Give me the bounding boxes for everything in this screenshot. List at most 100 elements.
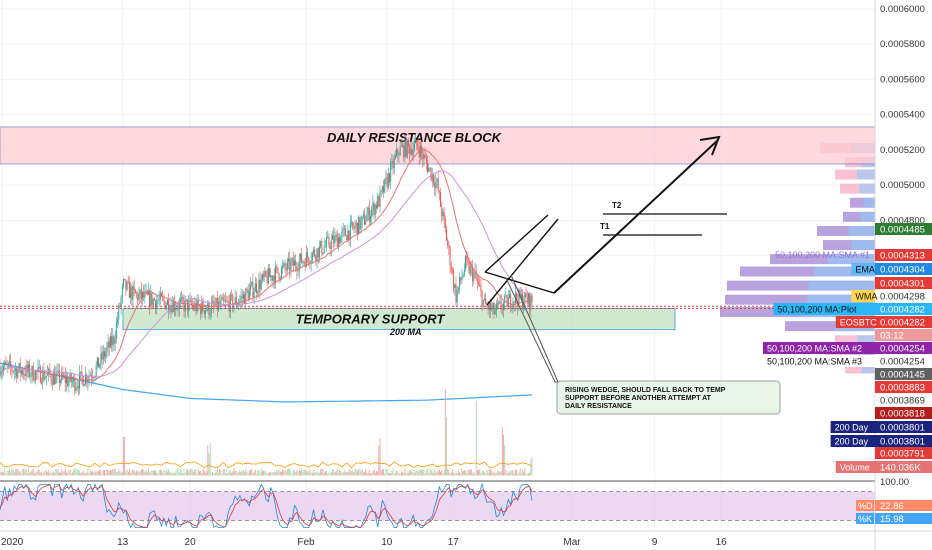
volume-bar [81, 472, 83, 476]
candle-body [404, 140, 406, 158]
volume-bar [267, 473, 269, 476]
volume-bar [50, 470, 52, 476]
volume-bar [119, 470, 121, 476]
volume-bar [54, 473, 56, 476]
candle-body [99, 363, 101, 368]
volume-bar [308, 469, 310, 476]
candle-body [210, 303, 212, 314]
volume-bar [326, 471, 327, 476]
candle-body [277, 267, 279, 274]
volume-bar [465, 470, 466, 476]
volume-bar [354, 468, 356, 476]
volume-bar [19, 471, 21, 476]
annotation-box [556, 380, 781, 415]
volume-bar [523, 471, 525, 476]
volume-bar [88, 472, 90, 476]
candle-body [203, 310, 205, 315]
volume-bar [60, 472, 61, 476]
volume-bar [58, 472, 60, 476]
candle-body [41, 382, 43, 384]
volume-bar [39, 472, 41, 476]
volume-bar [398, 473, 400, 476]
candle-body [43, 370, 45, 380]
volume-bar [365, 469, 367, 476]
candle-body [128, 282, 130, 298]
candle-body [476, 278, 478, 283]
volume-bar [352, 469, 354, 476]
candle-body [372, 202, 374, 210]
badge-value-4: 0.0004298 [880, 292, 925, 303]
candle-body [157, 300, 159, 302]
badge-4 [875, 290, 932, 302]
candle-body [298, 260, 300, 271]
candle-body [473, 273, 475, 282]
candle-body [51, 381, 53, 385]
candle-body [525, 293, 527, 298]
candle-body [242, 294, 244, 299]
volume-bar [294, 469, 295, 476]
badge-value-16: 0.0003801 [880, 437, 925, 448]
candle-body [461, 277, 463, 281]
profile-row-buy-8 [827, 254, 875, 265]
grid [0, 0, 875, 530]
volume-bar [481, 470, 483, 476]
volume-bar [92, 471, 94, 476]
candle-body [303, 261, 305, 262]
volume-bar [487, 472, 489, 476]
volume-bar [31, 470, 33, 476]
volume-bar [113, 468, 115, 476]
volume-bar [205, 473, 206, 476]
candle-body [393, 158, 395, 169]
volume-bar [466, 472, 468, 476]
candle-body [429, 167, 431, 169]
badge-9 [875, 355, 932, 367]
volume-bar [165, 469, 167, 476]
volume-bar [378, 445, 380, 476]
volume-bar [152, 470, 154, 476]
candle-body [347, 230, 349, 241]
candle-body [89, 375, 91, 376]
profile-row-buy-2 [857, 169, 875, 180]
volume-bar [150, 471, 152, 476]
volume-bar [250, 469, 251, 476]
candle-body [278, 273, 280, 280]
candle-body [30, 375, 32, 377]
profile-row-11 [725, 294, 875, 305]
candle-body [152, 298, 154, 306]
volume-bar [530, 460, 532, 476]
badge-value-10: 0.0004145 [880, 370, 925, 381]
candle-body [121, 286, 123, 298]
candle-body [127, 281, 129, 283]
candle-body [358, 216, 360, 235]
volume-bar [168, 469, 170, 476]
candle-body [356, 222, 358, 235]
volume-bar [411, 471, 413, 476]
volume-bar [96, 470, 98, 476]
zones: DAILY RESISTANCE BLOCK TEMPORARY SUPPORT [0, 126, 876, 331]
badge-tag-4 [851, 290, 875, 302]
badge-1 [875, 249, 932, 261]
candle-body [417, 146, 419, 149]
candle-body [453, 271, 455, 289]
volume-bar [196, 473, 198, 476]
candle-body [334, 235, 336, 244]
candle-body [479, 284, 481, 287]
volume-bar [17, 468, 19, 476]
candle-body [105, 352, 107, 358]
volume-bar [270, 472, 272, 476]
volume-bar [336, 469, 338, 476]
volume-bar [513, 473, 515, 476]
candle-body [523, 304, 525, 309]
candle-body [460, 277, 462, 281]
rsi-pane [0, 480, 932, 529]
volume-bar [176, 469, 178, 476]
volume-bar [114, 468, 116, 476]
volume-bar [512, 470, 514, 476]
candle-body [219, 302, 221, 306]
volume-bar [159, 469, 161, 476]
badge-tag-label-9: 50,100,200 MA:SMA #3 [767, 357, 862, 367]
candle-body [259, 279, 261, 290]
candle-body [82, 376, 84, 387]
volume-bar [231, 472, 232, 476]
